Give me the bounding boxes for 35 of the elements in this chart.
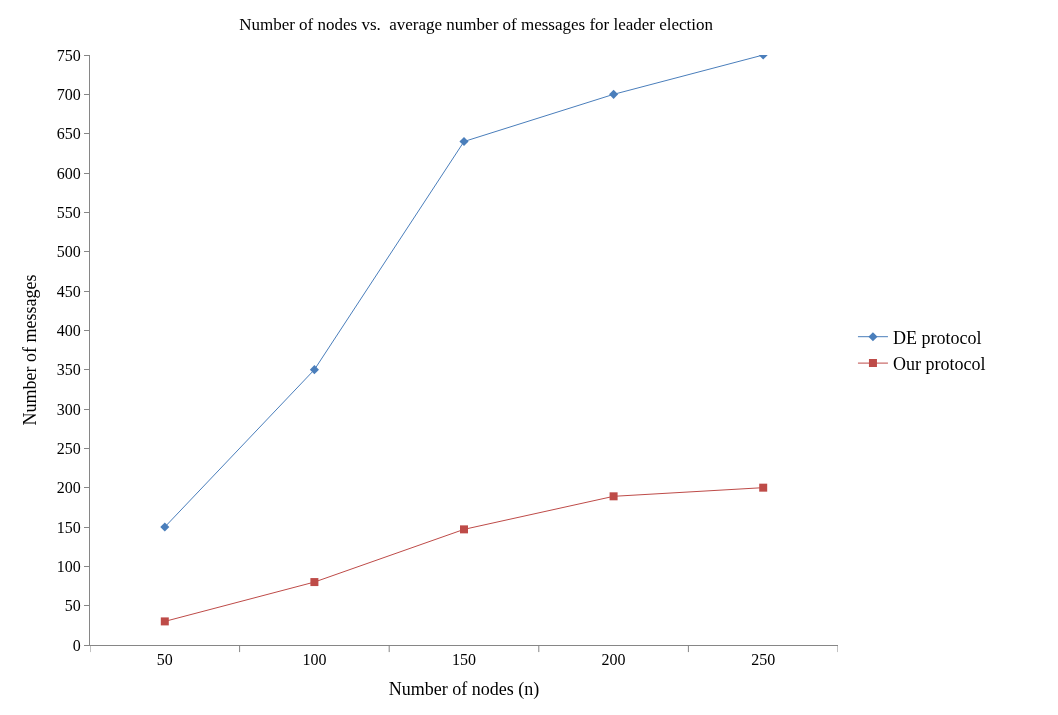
y-tick-label: 200 bbox=[56, 479, 81, 497]
y-tick-label: 450 bbox=[56, 282, 81, 300]
y-tick-label: 750 bbox=[56, 46, 81, 64]
y-tick-label: 50 bbox=[64, 597, 81, 615]
point bbox=[309, 365, 319, 375]
legend-label: Our protocol bbox=[892, 354, 986, 375]
y-tick-label: 300 bbox=[56, 400, 81, 418]
y-tick-label: 500 bbox=[56, 243, 81, 261]
y-tick-label: 250 bbox=[56, 439, 81, 457]
point bbox=[759, 483, 768, 492]
y-tick-label: 350 bbox=[56, 361, 81, 379]
y-tick-label: 400 bbox=[56, 321, 81, 339]
point bbox=[609, 492, 618, 501]
y-tick-label: 0 bbox=[72, 636, 81, 654]
x-tick-label: 150 bbox=[452, 651, 476, 669]
x-tick-label: 100 bbox=[302, 651, 327, 669]
x-axis-title: Number of nodes (n) bbox=[388, 679, 540, 701]
point bbox=[160, 617, 169, 626]
y-tick-label: 550 bbox=[56, 203, 81, 221]
y-tick-label: 100 bbox=[56, 557, 81, 575]
point bbox=[460, 525, 468, 534]
point bbox=[609, 89, 619, 99]
point bbox=[310, 578, 319, 587]
chart-title: Number of nodes vs. average number of messages for leader election bbox=[239, 14, 714, 34]
y-tick-label: 700 bbox=[56, 85, 81, 103]
legend-label: DE protocol bbox=[892, 327, 982, 348]
y-tick-label: 650 bbox=[56, 125, 81, 143]
point bbox=[160, 522, 170, 532]
y-tick-label: 150 bbox=[56, 518, 81, 536]
x-tick-label: 50 bbox=[156, 651, 173, 669]
point bbox=[459, 136, 469, 147]
x-tick-label: 200 bbox=[601, 651, 626, 669]
x-tick-label: 250 bbox=[751, 651, 776, 669]
y-axis-title: Number of messages bbox=[20, 274, 40, 426]
y-tick-label: 600 bbox=[56, 164, 81, 182]
